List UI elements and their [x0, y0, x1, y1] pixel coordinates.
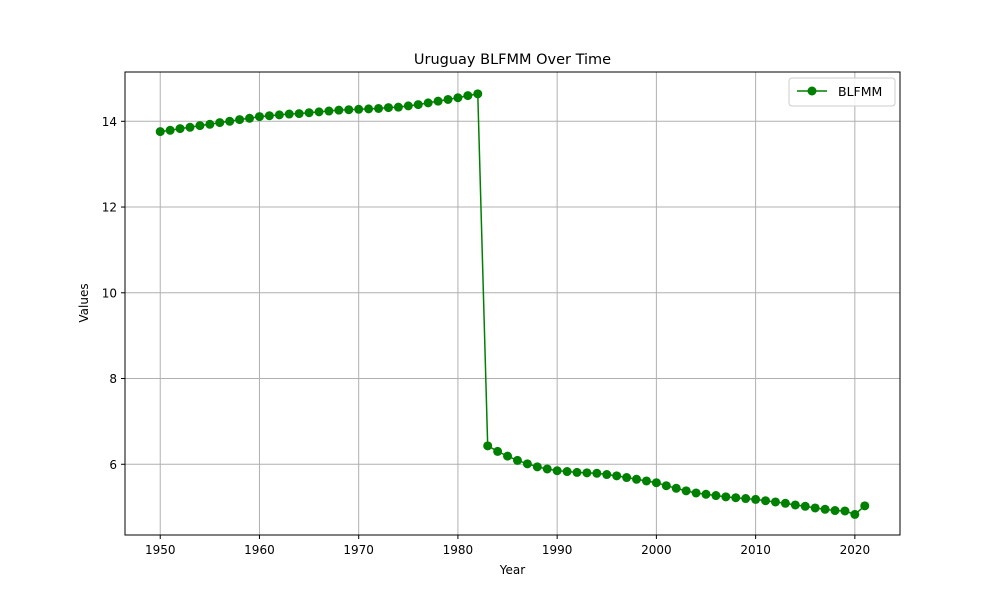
data-point — [562, 467, 572, 477]
grid-lines — [125, 72, 900, 535]
data-point — [711, 491, 721, 501]
data-point — [632, 474, 642, 484]
data-point — [413, 100, 423, 110]
data-point — [602, 470, 612, 480]
data-point — [542, 464, 552, 474]
data-point — [671, 483, 681, 493]
data-point — [512, 455, 522, 465]
data-point — [155, 127, 165, 137]
data-point — [383, 103, 393, 113]
x-tick-label: 1960 — [244, 543, 275, 557]
data-point — [582, 468, 592, 478]
data-point — [572, 467, 582, 477]
data-point — [493, 446, 503, 456]
data-point — [324, 106, 334, 116]
y-axis-label: Values — [77, 283, 91, 322]
data-point — [354, 104, 364, 114]
data-point — [403, 101, 413, 111]
y-tick-label: 6 — [109, 458, 117, 472]
data-point — [264, 111, 274, 121]
data-point — [453, 93, 463, 103]
data-point — [830, 506, 840, 516]
legend-label: BLFMM — [838, 84, 882, 99]
data-point — [761, 496, 771, 506]
data-point — [274, 110, 284, 120]
data-point — [780, 498, 790, 508]
data-point — [592, 468, 602, 478]
data-point — [185, 122, 195, 132]
chart-title: Uruguay BLFMM Over Time — [414, 52, 611, 68]
y-tick-label: 10 — [102, 286, 117, 300]
data-point — [800, 501, 810, 511]
y-tick-label: 8 — [109, 372, 117, 386]
legend-box — [788, 77, 896, 107]
data-point — [840, 506, 850, 516]
plot-frame — [124, 71, 901, 536]
x-axis-label: Year — [499, 563, 525, 577]
data-point — [254, 112, 264, 122]
data-point — [701, 489, 711, 499]
legend: BLFMM — [788, 77, 896, 107]
x-tick-label: 1970 — [343, 543, 374, 557]
y-tick-label: 12 — [102, 201, 117, 215]
data-point — [374, 103, 384, 113]
x-tick-label: 1950 — [145, 543, 176, 557]
data-point — [790, 500, 800, 510]
data-point — [810, 503, 820, 513]
x-tick-label: 2020 — [840, 543, 871, 557]
axis-ticks: 1950 1960 1970 1980 1990 2000 2010 2020 6 8 10 12 14 — [102, 115, 870, 557]
data-point — [681, 486, 691, 496]
x-tick-label: 2000 — [641, 543, 672, 557]
data-point — [770, 497, 780, 507]
data-point — [334, 105, 344, 115]
x-tick-label: 2010 — [740, 543, 771, 557]
data-point — [691, 488, 701, 498]
data-point — [364, 104, 374, 114]
data-point — [195, 121, 205, 131]
x-tick-label: 1980 — [443, 543, 474, 557]
data-point — [532, 462, 542, 472]
data-point — [433, 96, 443, 106]
data-point — [235, 115, 245, 125]
data-point — [651, 478, 661, 488]
data-point — [393, 102, 403, 112]
data-point — [850, 509, 860, 519]
data-point — [483, 441, 493, 451]
data-point — [731, 493, 741, 503]
series-layer — [155, 89, 870, 519]
data-point — [304, 108, 314, 118]
data-point — [741, 494, 751, 504]
data-point — [661, 481, 671, 491]
y-tick-label: 14 — [102, 115, 117, 129]
data-point — [423, 98, 433, 108]
data-point — [294, 109, 304, 119]
data-point — [165, 125, 175, 135]
data-point — [721, 492, 731, 502]
data-point — [622, 473, 632, 483]
data-point — [641, 476, 651, 486]
data-point — [205, 119, 215, 129]
data-point — [552, 466, 562, 476]
data-point — [245, 113, 255, 123]
data-point — [463, 91, 473, 101]
data-point — [860, 501, 870, 511]
data-point — [314, 107, 324, 117]
data-point — [215, 118, 225, 128]
data-point — [751, 494, 761, 504]
data-point — [175, 124, 185, 134]
data-point — [284, 109, 294, 119]
data-point — [473, 89, 483, 99]
x-tick-label: 1990 — [542, 543, 573, 557]
data-point — [820, 504, 830, 514]
data-point — [443, 94, 453, 104]
data-point — [503, 451, 513, 461]
legend-marker-swatch — [807, 86, 817, 96]
data-point — [344, 105, 354, 115]
data-point — [612, 471, 622, 481]
data-point — [225, 116, 235, 126]
data-point — [522, 459, 532, 469]
